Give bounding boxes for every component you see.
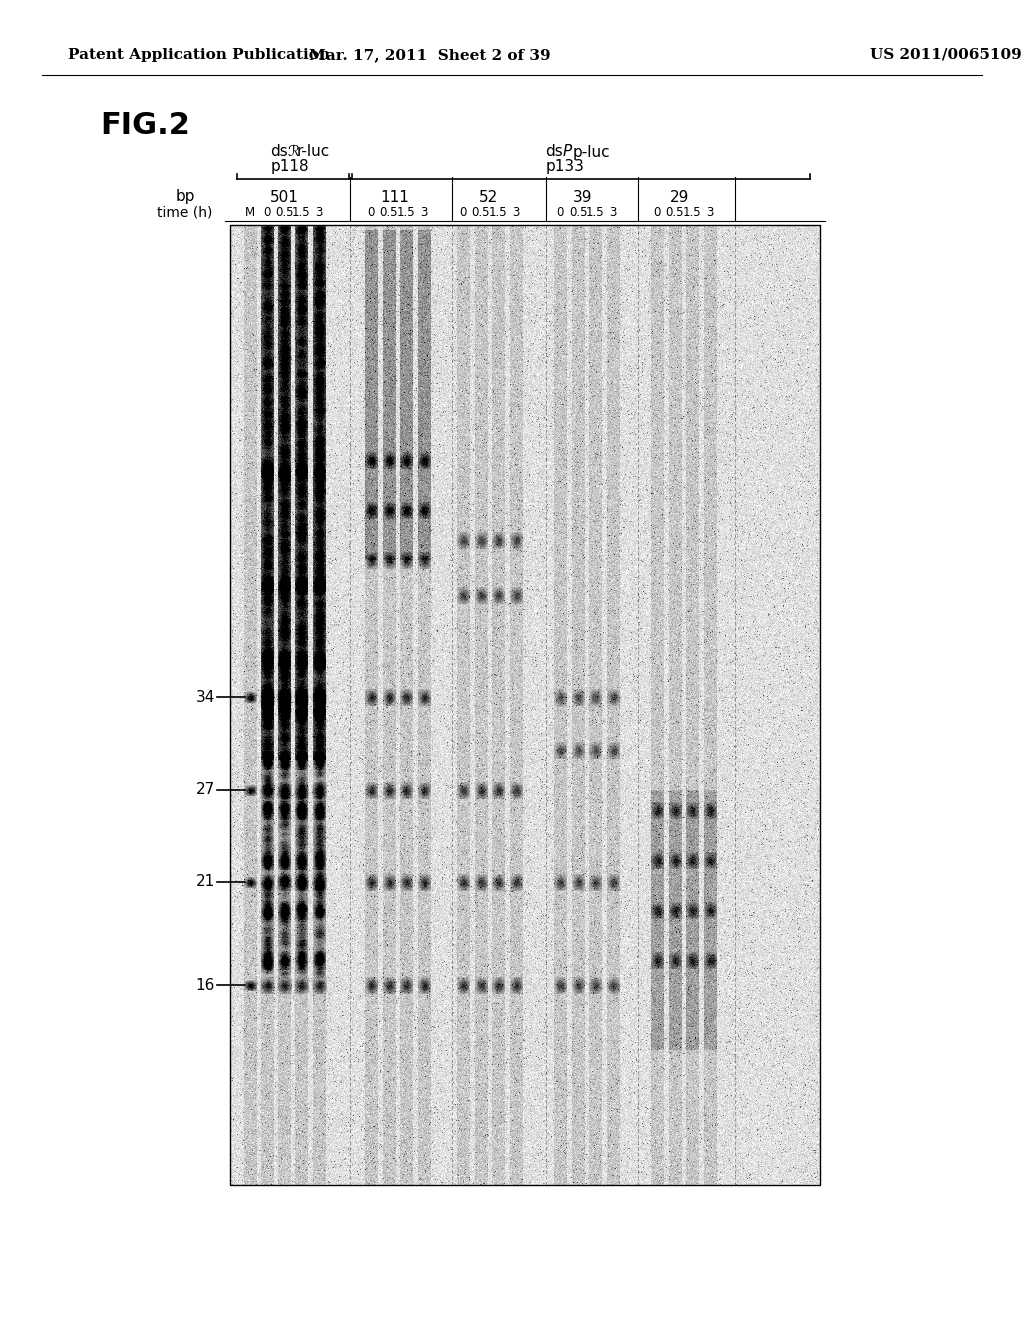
Text: 0: 0 — [653, 206, 660, 219]
Text: 3: 3 — [707, 206, 714, 219]
Text: 3: 3 — [512, 206, 520, 219]
Text: FIG.2: FIG.2 — [100, 111, 189, 140]
Text: 1.5: 1.5 — [586, 206, 604, 219]
Text: 21: 21 — [196, 874, 215, 890]
Text: 29: 29 — [671, 190, 690, 205]
Text: p118: p118 — [270, 160, 309, 174]
Text: p133: p133 — [546, 160, 585, 174]
Text: 0: 0 — [263, 206, 270, 219]
Text: 3: 3 — [609, 206, 616, 219]
Text: p-luc: p-luc — [573, 144, 610, 160]
Text: 501: 501 — [269, 190, 298, 205]
Text: ℛ: ℛ — [288, 144, 300, 160]
Text: 1.5: 1.5 — [683, 206, 701, 219]
Text: 27: 27 — [196, 783, 215, 797]
Text: 52: 52 — [478, 190, 498, 205]
Text: M: M — [245, 206, 255, 219]
Text: 0: 0 — [368, 206, 375, 219]
Text: ds: ds — [545, 144, 563, 160]
Text: 16: 16 — [196, 978, 215, 993]
Text: 0.5: 0.5 — [666, 206, 684, 219]
Text: 0.5: 0.5 — [274, 206, 293, 219]
Text: P: P — [563, 144, 572, 160]
Text: 0: 0 — [556, 206, 563, 219]
Text: 3: 3 — [420, 206, 428, 219]
Text: 3: 3 — [315, 206, 323, 219]
Text: 34: 34 — [196, 689, 215, 705]
Text: 0.5: 0.5 — [380, 206, 398, 219]
Text: 1.5: 1.5 — [292, 206, 310, 219]
Text: bp: bp — [175, 190, 195, 205]
Text: US 2011/0065109 A1: US 2011/0065109 A1 — [870, 48, 1024, 62]
Text: Patent Application Publication: Patent Application Publication — [68, 48, 330, 62]
Text: 0.5: 0.5 — [472, 206, 490, 219]
Text: 1.5: 1.5 — [488, 206, 507, 219]
Text: r-luc: r-luc — [297, 144, 331, 160]
Text: time (h): time (h) — [158, 206, 213, 220]
Text: 1.5: 1.5 — [396, 206, 416, 219]
Text: 0.5: 0.5 — [568, 206, 587, 219]
Text: 111: 111 — [381, 190, 410, 205]
Text: Mar. 17, 2011  Sheet 2 of 39: Mar. 17, 2011 Sheet 2 of 39 — [309, 48, 551, 62]
Text: 39: 39 — [573, 190, 593, 205]
Text: 0: 0 — [460, 206, 467, 219]
Bar — [230, 224, 820, 1185]
Text: ds: ds — [270, 144, 288, 160]
